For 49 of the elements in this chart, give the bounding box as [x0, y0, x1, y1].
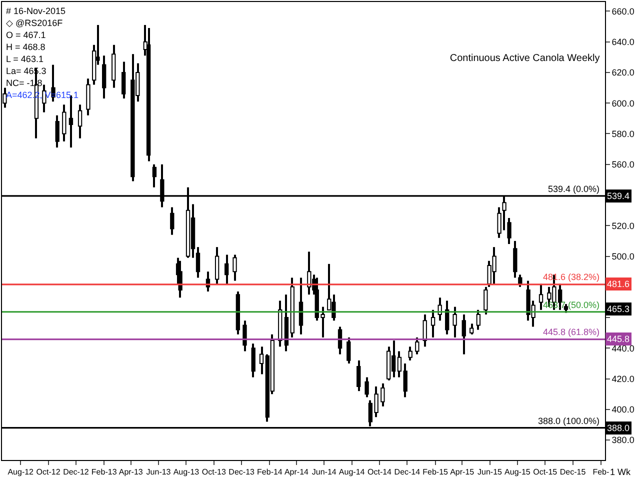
annotation: 465.3	[607, 304, 630, 314]
x-tick-label: Apr-14	[284, 468, 310, 477]
x-tick-label: Aug-13	[173, 468, 200, 477]
y-tick-label: 420.0	[612, 374, 634, 384]
y-tick-label: 520.0	[612, 220, 634, 231]
annotation: L = 463.1	[6, 54, 44, 64]
y-tick-label: 400.0	[612, 404, 634, 415]
x-tick-label: Feb-13	[91, 468, 118, 477]
x-tick-label: Oct-13	[202, 468, 226, 477]
x-tick-label: Oct-12	[36, 468, 61, 477]
x-tick-label: Jun-14	[312, 468, 337, 477]
x-tick-label: Aug-12	[8, 468, 34, 477]
x-tick-label: Aug-15	[504, 468, 531, 477]
annotation: # 16-Nov-2015	[6, 6, 66, 16]
annotation: 539.4	[607, 191, 630, 201]
y-tick-label: 500.0	[612, 251, 634, 262]
x-tick-label: Oct-14	[367, 468, 392, 477]
y-tick-label: 440.0	[612, 343, 634, 354]
x-tick-label: Dec-15	[560, 468, 586, 477]
y-tick-label: 660.0	[612, 6, 634, 16]
x-tick-label: Apr-15	[450, 468, 475, 477]
ref-line-label: 539.4 (0.0%)	[548, 184, 600, 194]
text: 1 Wk	[610, 467, 631, 477]
x-tick-label: Feb-14	[257, 468, 283, 477]
x-tick-label: Aug-14	[338, 468, 366, 477]
x-tick-label: Jun-13	[146, 468, 172, 477]
annotation: 388.0	[607, 423, 630, 433]
x-tick-label: Dec-13	[228, 468, 256, 477]
x-tick-label: Dec-12	[63, 468, 90, 477]
ref-line-label: 388.0 (100.0%)	[538, 416, 600, 426]
y-tick-label: 640.0	[612, 36, 634, 47]
y-tick-label: 600.0	[612, 98, 634, 108]
annotation: 481.6	[607, 279, 630, 289]
x-tick-label: Feb-	[592, 468, 610, 477]
ref-line-label: 445.8 (61.8%)	[543, 327, 600, 337]
y-tick-label: 620.0	[612, 68, 634, 78]
x-tick-label: Feb-15	[422, 468, 449, 477]
x-tick-label: Dec-14	[394, 468, 421, 477]
annotation: H = 468.8	[6, 42, 46, 52]
x-tick-label: Apr-13	[118, 468, 144, 477]
y-tick-label: 580.0	[612, 128, 634, 139]
x-tick-label: Oct-15	[533, 468, 558, 477]
y-tick-label: 560.0	[612, 160, 634, 170]
y-tick-label: 380.0	[612, 435, 634, 446]
text: Continuous Active Canola Weekly	[450, 53, 600, 64]
annotation: O = 467.1	[6, 30, 46, 40]
annotation: 445.8	[607, 334, 630, 344]
x-tick-label: Jun-15	[478, 468, 503, 477]
annotation: ◇ @RS2016F	[6, 18, 64, 28]
